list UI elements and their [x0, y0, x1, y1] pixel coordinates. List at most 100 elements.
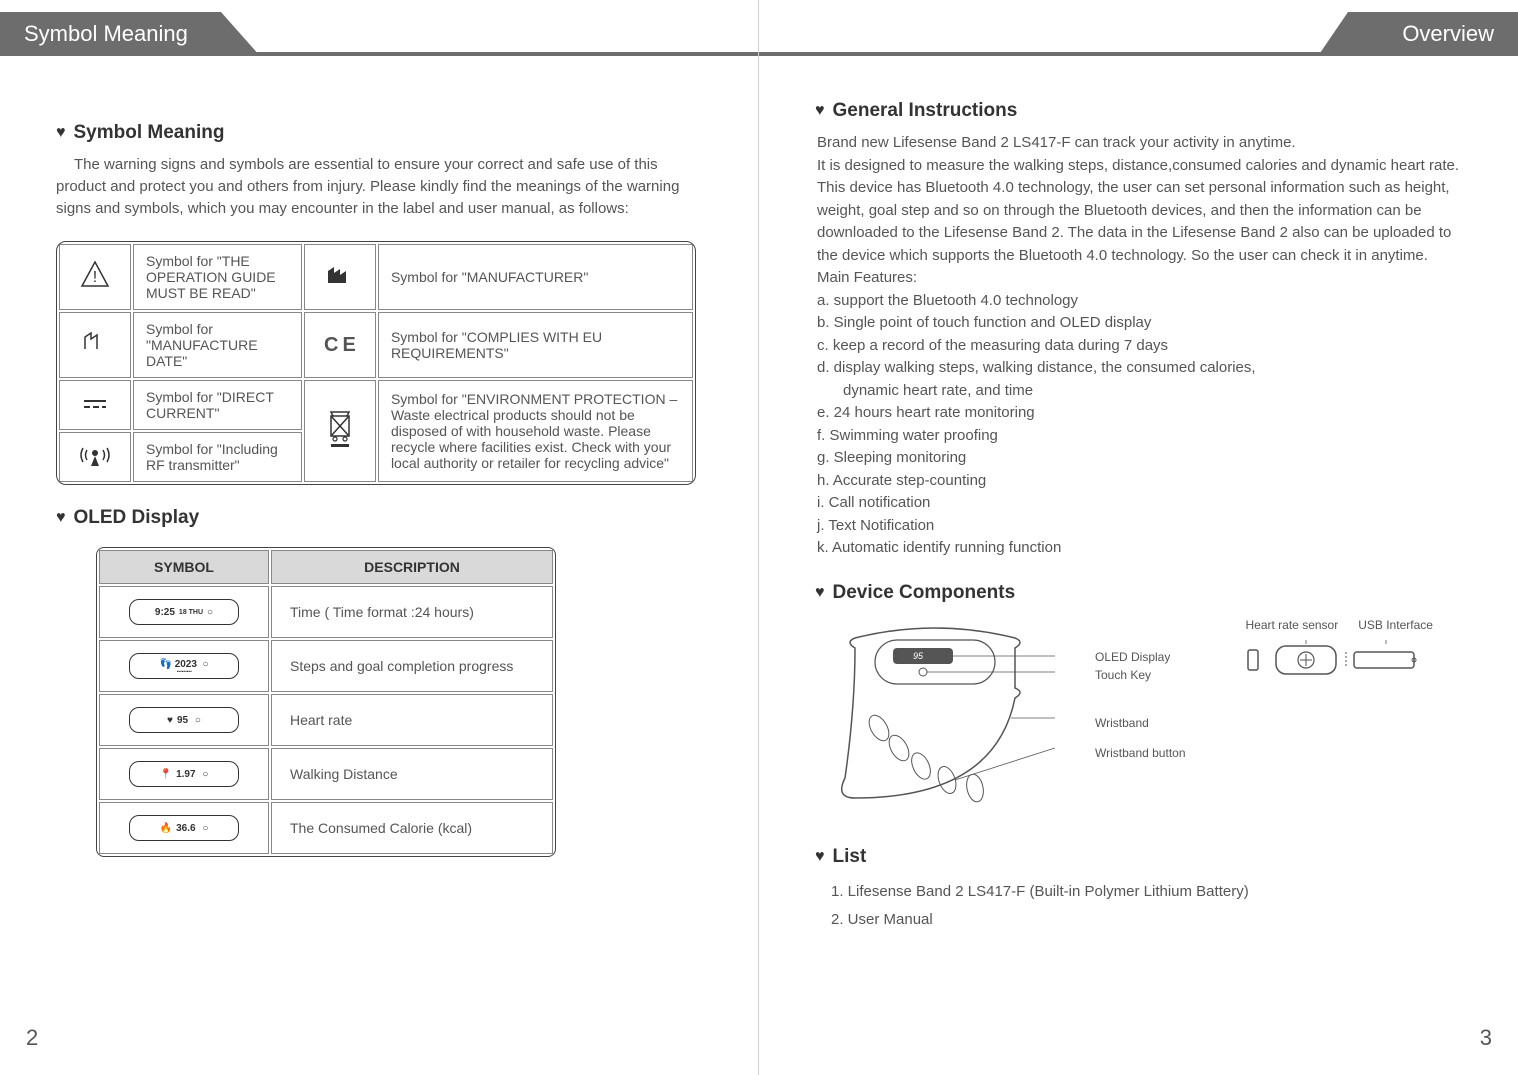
rf-transmitter-icon — [59, 432, 131, 482]
left-page: Symbol Meaning ♥ Symbol Meaning The warn… — [0, 0, 759, 1075]
footsteps-icon: 👣 — [159, 659, 171, 670]
list-item: 2. User Manual — [831, 906, 1462, 935]
touch-key-label: Touch Key — [1095, 668, 1186, 682]
manufacturer-icon — [304, 244, 376, 310]
oled-desc: The Consumed Calorie (kcal) — [271, 802, 553, 854]
oled-display-heading: ♥ OLED Display — [56, 507, 702, 529]
left-tab: Symbol Meaning — [0, 12, 260, 56]
symbol-desc: Symbol for "Including RF transmitter" — [133, 432, 302, 482]
left-tab-bar — [0, 52, 758, 56]
wristband-button-label: Wristband button — [1095, 746, 1186, 760]
symbol-desc: Symbol for "ENVIRONMENT PROTECTION – Was… — [378, 380, 693, 482]
oled-heart-symbol: ♥95 ○ — [99, 694, 269, 746]
general-instructions-body: Brand new Lifesense Band 2 LS417-F can t… — [817, 132, 1462, 560]
page-number-left: 2 — [26, 1025, 38, 1051]
oled-row: 📍1.97 ○ Walking Distance — [99, 748, 553, 800]
wristband-label: Wristband — [1095, 716, 1186, 730]
list-section: ♥ List 1. Lifesense Band 2 LS417-F (Buil… — [815, 846, 1462, 935]
progress-dots: ········· — [177, 670, 192, 674]
list-item: 1. Lifesense Band 2 LS417-F (Built-in Po… — [831, 878, 1462, 907]
oled-row: 🔥36.6 ○ The Consumed Calorie (kcal) — [99, 802, 553, 854]
text-line: j. Text Notification — [817, 515, 1462, 538]
symbol-desc: Symbol for "MANUFACTURER" — [378, 244, 693, 310]
heart-icon: ♥ — [815, 584, 825, 602]
device-components-heading: ♥ Device Components — [815, 582, 1462, 604]
page-number-right: 3 — [1480, 1025, 1492, 1051]
text-line: f. Swimming water proofing — [817, 425, 1462, 448]
heart-icon: ♥ — [815, 102, 825, 120]
usb-block: Heart rate sensor USB Interface — [1246, 618, 1433, 685]
symbol-desc: Symbol for "DIRECT CURRENT" — [133, 380, 302, 430]
text-line: It is designed to measure the walking st… — [817, 155, 1462, 178]
oled-header-symbol: SYMBOL — [99, 550, 269, 584]
calorie-icon: 🔥 — [160, 823, 172, 834]
text-line: h. Accurate step-counting — [817, 470, 1462, 493]
heart-icon: ♥ — [56, 509, 66, 527]
oled-steps-symbol: 👣 2023 ○········· — [99, 640, 269, 692]
usb-svg — [1246, 640, 1426, 680]
oled-display-title: OLED Display — [74, 507, 200, 529]
oled-desc: Heart rate — [271, 694, 553, 746]
text-line: This device has Bluetooth 4.0 technology… — [817, 177, 1462, 267]
oled-time-symbol: 9:2518 THU○ — [99, 586, 269, 638]
heart-rate-icon: ♥ — [167, 715, 173, 726]
symbol-desc: Symbol for "THE OPERATION GUIDE MUST BE … — [133, 244, 302, 310]
right-tab-label: Overview — [1402, 21, 1494, 47]
symbol-desc: Symbol for "MANUFACTURE DATE" — [133, 312, 302, 378]
text-line: c. keep a record of the measuring data d… — [817, 335, 1462, 358]
right-content: ♥ General Instructions Brand new Lifesen… — [815, 100, 1462, 935]
symbol-desc: Symbol for "COMPLIES WITH EU REQUIREMENT… — [378, 312, 693, 378]
oled-row: 👣 2023 ○········· Steps and goal complet… — [99, 640, 553, 692]
general-instructions-heading: ♥ General Instructions — [815, 100, 1462, 122]
svg-text:95: 95 — [913, 651, 924, 661]
oled-table: SYMBOL DESCRIPTION 9:2518 THU○ Time ( Ti… — [96, 547, 556, 857]
list-items: 1. Lifesense Band 2 LS417-F (Built-in Po… — [831, 878, 1462, 935]
left-content: ♥ Symbol Meaning The warning signs and s… — [56, 100, 702, 857]
symbol-table: ! Symbol for "THE OPERATION GUIDE MUST B… — [56, 241, 696, 485]
symbol-row: Symbol for "DIRECT CURRENT" Symbol for "… — [59, 380, 693, 430]
distance-icon: 📍 — [160, 769, 172, 780]
weee-icon — [304, 380, 376, 482]
text-line: b. Single point of touch function and OL… — [817, 312, 1462, 335]
oled-calorie-symbol: 🔥36.6 ○ — [99, 802, 269, 854]
oled-desc: Walking Distance — [271, 748, 553, 800]
text-line: d. display walking steps, walking distan… — [817, 357, 1462, 380]
warning-icon: ! — [59, 244, 131, 310]
oled-desc: Steps and goal completion progress — [271, 640, 553, 692]
symbol-row: ! Symbol for "THE OPERATION GUIDE MUST B… — [59, 244, 693, 310]
usb-interface-label: USB Interface — [1358, 618, 1433, 632]
text-line: e. 24 hours heart rate monitoring — [817, 402, 1462, 425]
heart-sensor-label: Heart rate sensor — [1246, 618, 1339, 632]
right-tab: Overview — [1318, 12, 1518, 56]
oled-header-row: SYMBOL DESCRIPTION — [99, 550, 553, 584]
device-diagram: 95 OLED Display Touch Key Wristband — [815, 618, 1462, 818]
oled-distance-symbol: 📍1.97 ○ — [99, 748, 269, 800]
symbol-meaning-paragraph: The warning signs and symbols are essent… — [56, 154, 702, 219]
heart-icon: ♥ — [815, 848, 825, 866]
text-line: dynamic heart rate, and time — [817, 380, 1462, 403]
symbol-meaning-heading: ♥ Symbol Meaning — [56, 122, 702, 144]
list-title: List — [833, 846, 867, 868]
text-line: a. support the Bluetooth 4.0 technology — [817, 290, 1462, 313]
oled-header-desc: DESCRIPTION — [271, 550, 553, 584]
manufacture-date-icon — [59, 312, 131, 378]
general-instructions-title: General Instructions — [833, 100, 1018, 122]
heart-icon: ♥ — [56, 124, 66, 142]
text-line: i. Call notification — [817, 492, 1462, 515]
left-tab-label: Symbol Meaning — [24, 21, 188, 47]
oled-row: ♥95 ○ Heart rate — [99, 694, 553, 746]
oled-desc: Time ( Time format :24 hours) — [271, 586, 553, 638]
symbol-row: Symbol for "MANUFACTURE DATE" C E Symbol… — [59, 312, 693, 378]
device-components-title: Device Components — [833, 582, 1016, 604]
text-line: Main Features: — [817, 267, 1462, 290]
text-line: Brand new Lifesense Band 2 LS417-F can t… — [817, 132, 1462, 155]
list-heading: ♥ List — [815, 846, 1462, 868]
text-line: g. Sleeping monitoring — [817, 447, 1462, 470]
text-line: k. Automatic identify running function — [817, 537, 1462, 560]
oled-row: 9:2518 THU○ Time ( Time format :24 hours… — [99, 586, 553, 638]
right-tab-bar — [759, 52, 1518, 56]
svg-text:!: ! — [93, 269, 97, 286]
right-page: Overview ♥ General Instructions Brand ne… — [759, 0, 1518, 1075]
wristband-svg: 95 — [815, 618, 1055, 818]
direct-current-icon — [59, 380, 131, 430]
